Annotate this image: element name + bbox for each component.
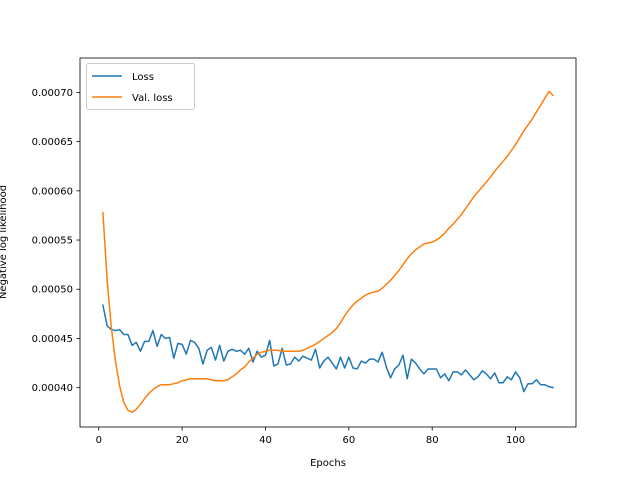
- y-tick-label: 0.00060: [32, 186, 73, 197]
- y-tick-label: 0.00050: [32, 285, 73, 296]
- y-tick-label: 0.00065: [32, 137, 73, 148]
- x-tick-label: 0: [96, 435, 102, 446]
- y-tick-label: 0.00040: [32, 383, 73, 394]
- series-line-val-loss: [102, 90, 554, 413]
- plot-lines: [102, 90, 554, 413]
- x-tick-label: 60: [342, 435, 355, 446]
- series-line-loss: [102, 304, 554, 393]
- plot-frame: [79, 57, 577, 428]
- x-tick-label: 80: [426, 435, 439, 446]
- x-tick-label: 20: [176, 435, 189, 446]
- x-axis-ticks: 0 20 40 60 80 100: [96, 427, 525, 446]
- y-tick-label: 0.00055: [32, 236, 73, 247]
- legend-label-loss: Loss: [132, 72, 154, 83]
- x-tick-label: 40: [259, 435, 272, 446]
- x-tick-label: 100: [506, 435, 525, 446]
- legend-label-val-loss: Val. loss: [132, 93, 173, 104]
- x-axis-label: Epochs: [310, 458, 346, 469]
- legend-frame: [86, 63, 195, 110]
- y-tick-label: 0.00045: [32, 334, 73, 345]
- legend: Loss Val. loss: [86, 63, 195, 110]
- y-axis-ticks: 0.00040 0.00045 0.00050 0.00055 0.00060 0.000…: [32, 88, 80, 394]
- y-axis-label: Negative log likelihood: [0, 185, 9, 299]
- y-tick-label: 0.00070: [32, 88, 73, 99]
